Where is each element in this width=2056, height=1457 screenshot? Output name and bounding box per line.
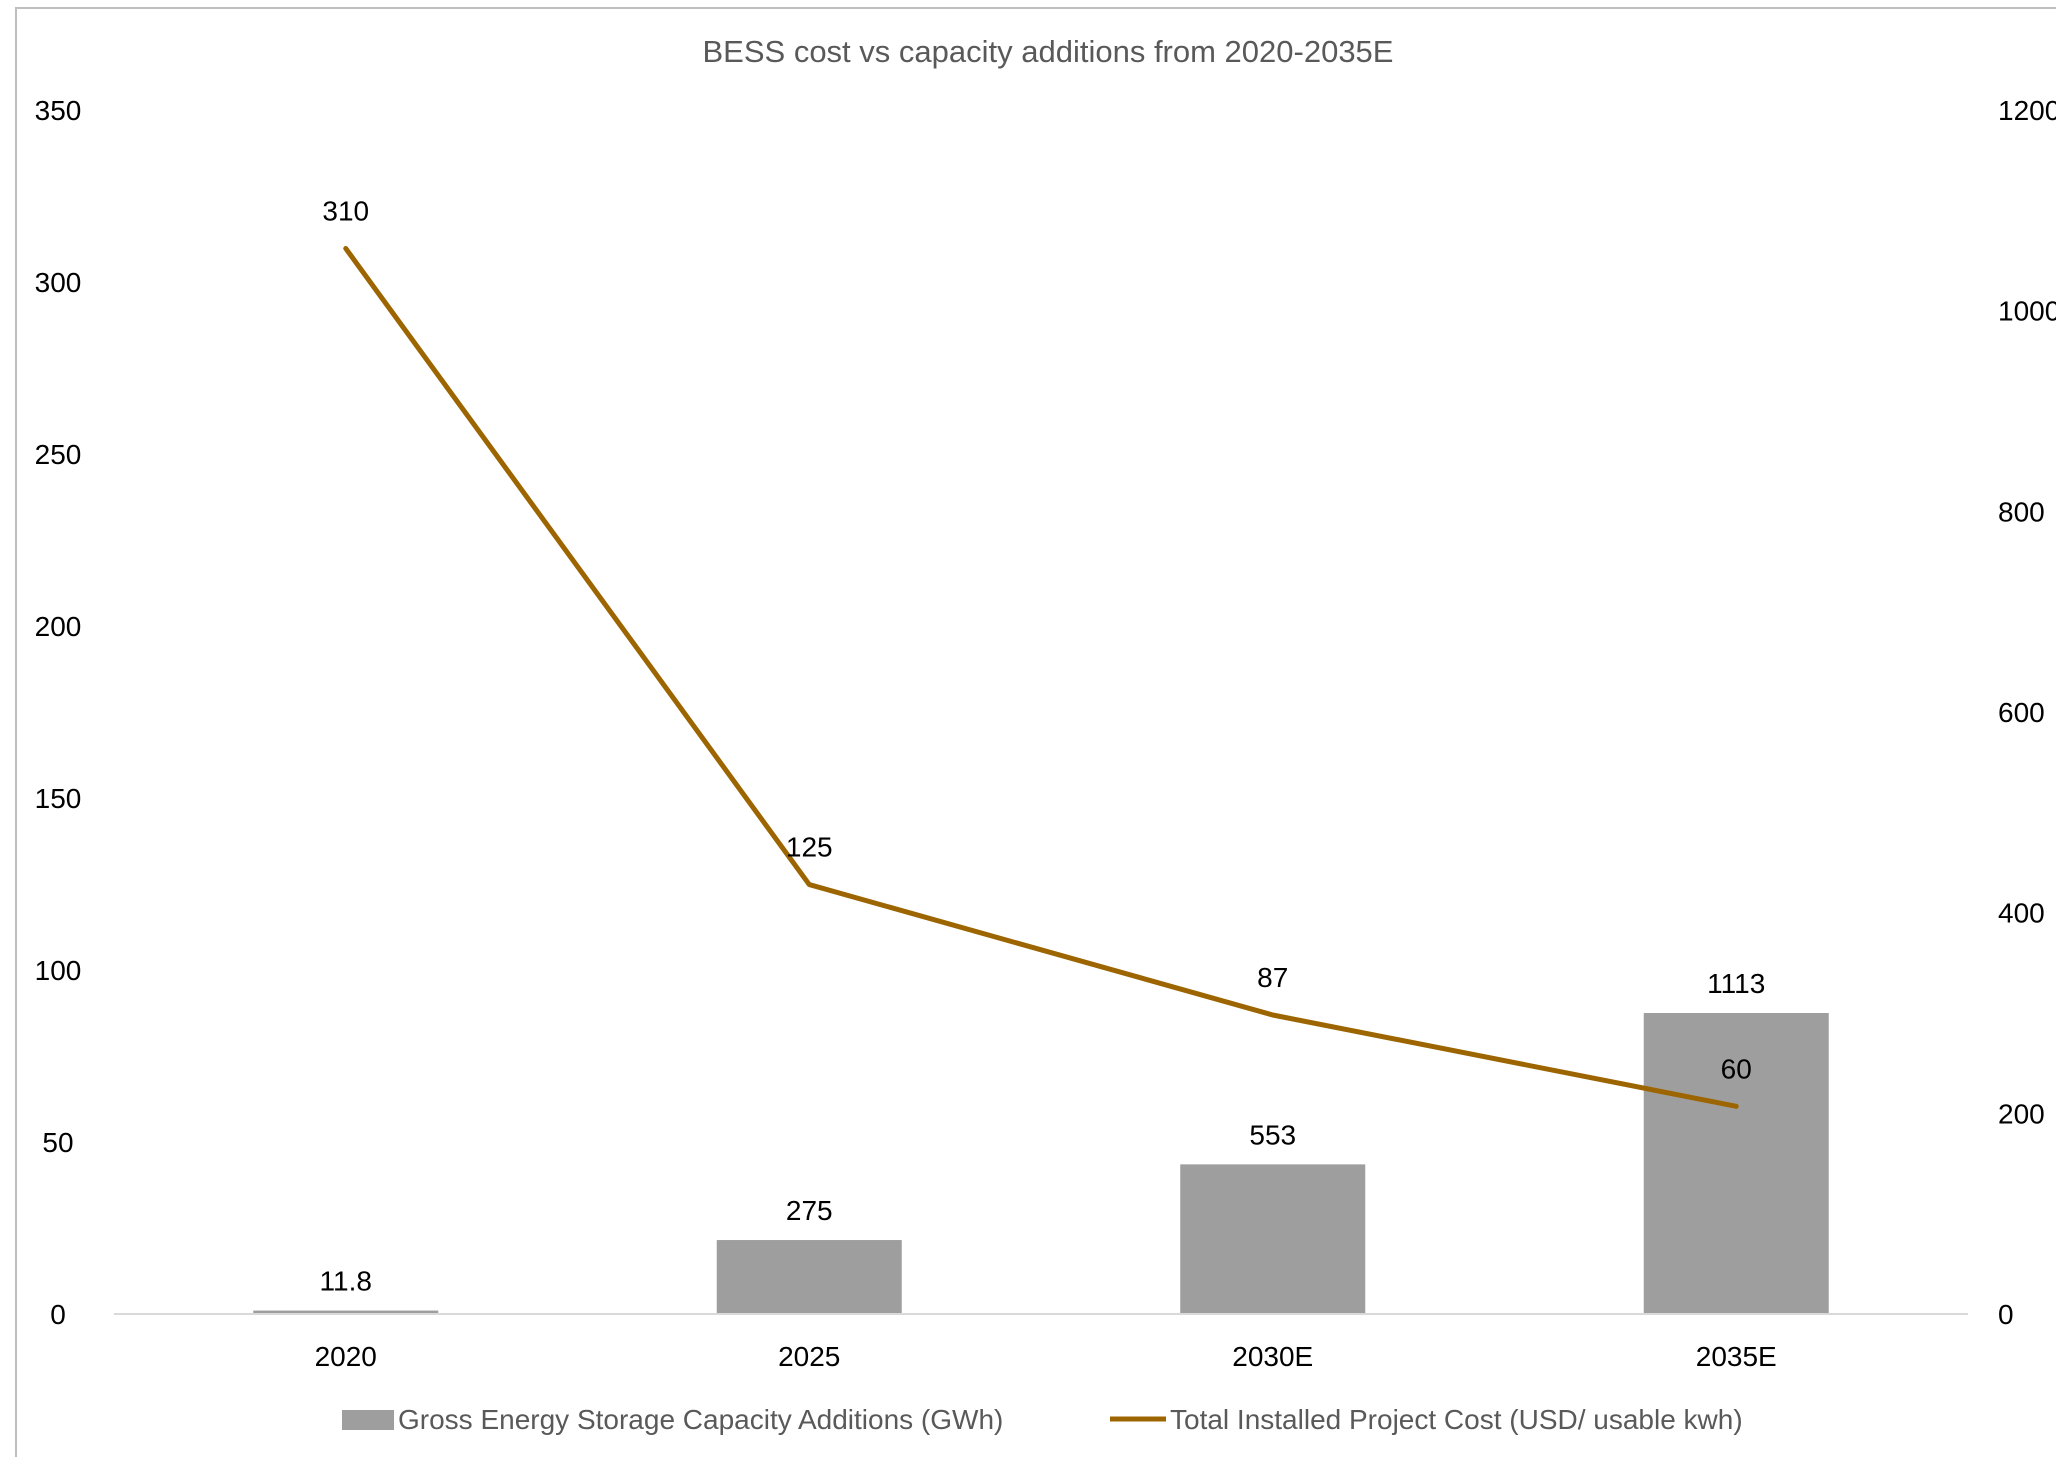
- bar: [253, 1310, 439, 1314]
- x-axis-tick-label: 2025: [778, 1341, 840, 1372]
- cost-line: [343, 245, 1739, 1109]
- left-axis-tick-label: 0: [50, 1299, 66, 1330]
- bar: [716, 1240, 902, 1314]
- left-axis-tick-label: 300: [35, 267, 82, 298]
- line-data-label: 60: [1721, 1053, 1752, 1084]
- bar-data-label: 11.8: [320, 1266, 372, 1297]
- line-data-label: 310: [322, 195, 369, 226]
- bar-series: [253, 1013, 1829, 1314]
- line-series: [343, 245, 1739, 1109]
- left-y-axis: 0 50 100 150 200 250 300 350: [35, 95, 82, 1330]
- right-axis-tick-label: 1200: [1998, 95, 2056, 126]
- legend-bar-swatch: [342, 1410, 394, 1430]
- line-data-label: 87: [1257, 962, 1288, 993]
- right-axis-tick-label: 600: [1998, 697, 2045, 728]
- right-axis-tick-label: 800: [1998, 496, 2045, 527]
- x-axis-tick-label: 2030E: [1232, 1341, 1313, 1372]
- bar: [1643, 1013, 1829, 1314]
- x-axis-tick-label: 2035E: [1696, 1341, 1777, 1372]
- legend: Gross Energy Storage Capacity Additions …: [342, 1404, 1743, 1435]
- left-axis-tick-label: 100: [35, 955, 82, 986]
- right-axis-tick-label: 200: [1998, 1098, 2045, 1129]
- bar-data-label: 275: [786, 1195, 833, 1226]
- left-axis-tick-label: 200: [35, 611, 82, 642]
- data-labels: 11.8 275 553 1113 310 125 87 60: [320, 195, 1766, 1296]
- bar-data-label: 553: [1249, 1119, 1296, 1150]
- right-y-axis: 0 200 400 600 800 1000 1200: [1998, 95, 2056, 1330]
- left-axis-tick-label: 50: [42, 1127, 73, 1158]
- bar-data-label: 1113: [1707, 968, 1765, 999]
- left-axis-tick-label: 350: [35, 95, 82, 126]
- right-axis-tick-label: 1000: [1998, 296, 2056, 327]
- right-axis-tick-label: 0: [1998, 1299, 2014, 1330]
- left-axis-tick-label: 250: [35, 439, 82, 470]
- bar: [1180, 1164, 1366, 1314]
- legend-bar-label: Gross Energy Storage Capacity Additions …: [398, 1404, 1003, 1435]
- x-axis-tick-label: 2020: [315, 1341, 377, 1372]
- right-axis-tick-label: 400: [1998, 898, 2045, 929]
- x-axis-tick-labels: 2020 2025 2030E 2035E: [315, 1341, 1777, 1372]
- chart-title: BESS cost vs capacity additions from 202…: [703, 34, 1394, 69]
- left-axis-tick-label: 150: [35, 783, 82, 814]
- legend-line-label: Total Installed Project Cost (USD/ usabl…: [1170, 1404, 1743, 1435]
- line-data-label: 125: [786, 832, 833, 863]
